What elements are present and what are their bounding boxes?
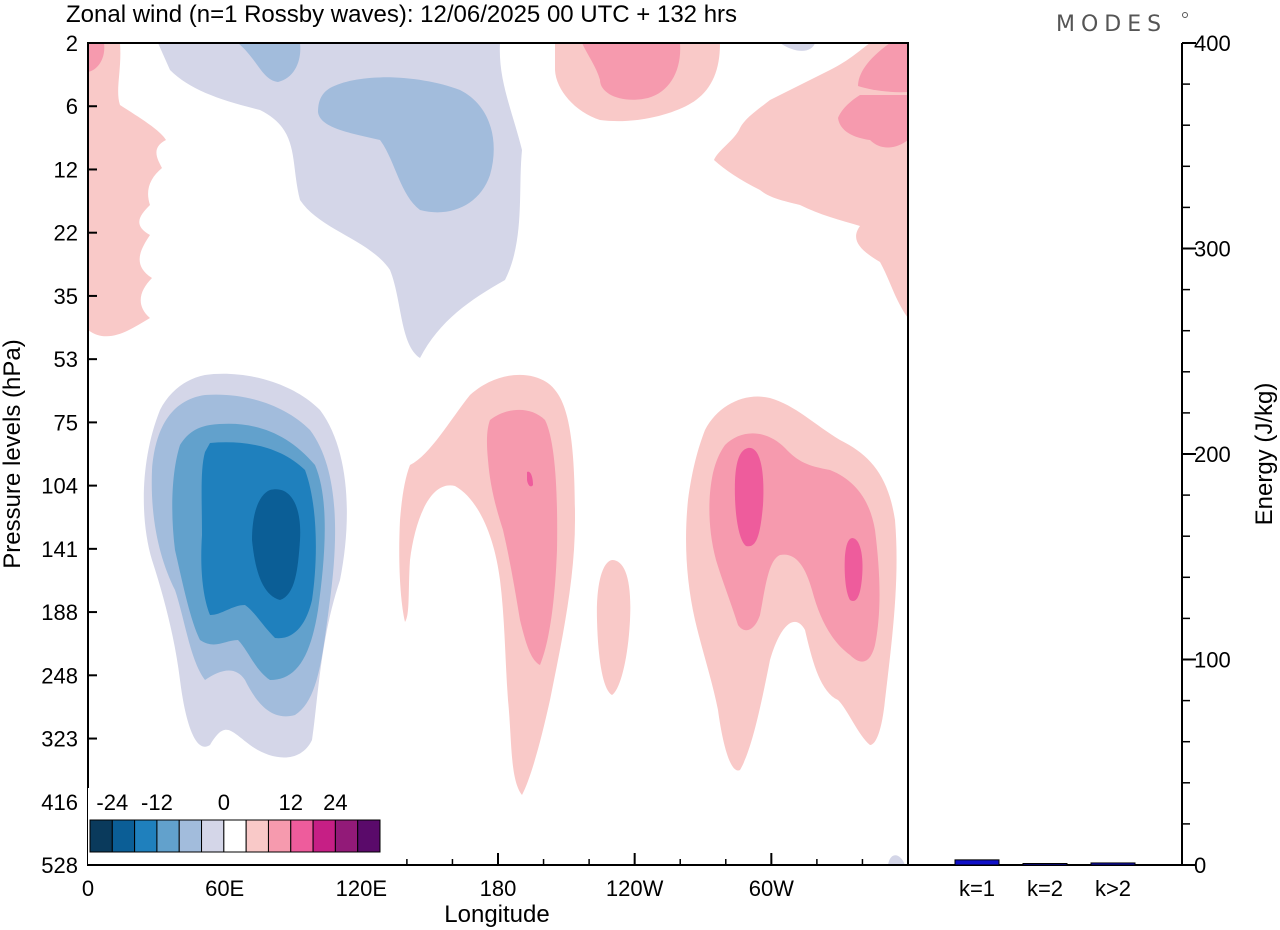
y-tick-label: 188 — [41, 600, 78, 625]
contour-pos6-right-a — [838, 95, 908, 148]
colorbar-label: 12 — [279, 790, 303, 815]
colorbar-swatch — [290, 819, 314, 853]
colorbar-swatch — [201, 819, 225, 853]
brand-logo: MODES — [1056, 12, 1167, 37]
x-tick-label: 0 — [82, 876, 94, 901]
energy-tick-label: 100 — [1194, 648, 1231, 673]
x-tick-label: 60E — [205, 876, 244, 901]
colorbar-legend: -24 -12 0 12 24 — [88, 788, 384, 864]
contour-pos6-left-corner — [88, 43, 105, 72]
contour-neg6-strat-a — [238, 43, 301, 82]
colorbar-swatch — [178, 819, 203, 853]
colorbar-swatch — [111, 819, 136, 853]
contour-neg3-strat-small — [780, 43, 815, 51]
energy-axis-label: Energy (J/kg) — [1251, 383, 1278, 526]
energy-tick-label: 300 — [1194, 237, 1231, 262]
contour-neg24-core — [252, 489, 301, 600]
colorbar-swatch — [223, 819, 247, 853]
y-axis-label: Pressure levels (hPa) — [0, 339, 26, 568]
contour-neg6-strat-b — [318, 77, 494, 213]
y-tick-label: 416 — [41, 790, 78, 815]
colorbar-swatch — [89, 819, 113, 853]
contour-pos3-isolated — [596, 560, 631, 695]
energy-category-label: k=2 — [1027, 876, 1063, 901]
colorbar-label: 24 — [323, 790, 347, 815]
y-tick-label: 22 — [54, 221, 78, 246]
contour-pos6-top-mid — [582, 43, 681, 100]
contour-pos12-60w-a — [734, 447, 764, 547]
x-tick-label: 180 — [480, 876, 517, 901]
energy-tick-label: 400 — [1194, 31, 1231, 56]
y-tick-label: 75 — [54, 410, 78, 435]
energy-category-label: k=1 — [959, 876, 995, 901]
energy-bar — [1022, 863, 1068, 866]
contour-pos3-left-edge — [88, 43, 166, 337]
contour-pos6-right-b — [858, 43, 908, 93]
contour-neg3-bottom — [888, 855, 905, 865]
contour-pos12-60w-b — [844, 538, 863, 601]
x-axis-label: Longitude — [444, 901, 549, 928]
y-axis-right: 0 100 200 300 400 — [1182, 31, 1231, 878]
energy-bars: k=1 k=2 k>2 — [954, 859, 1136, 901]
colorbar-label: 0 — [218, 790, 230, 815]
energy-bar — [1090, 862, 1136, 866]
contour-field — [88, 43, 908, 865]
y-tick-label: 12 — [54, 157, 78, 182]
y-tick-label: 528 — [41, 853, 78, 878]
y-axis-left: 2 6 12 22 35 53 75 104 141 188 248 323 416 528 — [41, 31, 97, 878]
y-tick-label: 35 — [54, 284, 78, 309]
energy-tick-label: 200 — [1194, 442, 1231, 467]
colorbar-swatch — [156, 819, 180, 853]
colorbar-label: -12 — [141, 790, 173, 815]
contour-pos12-dateline — [527, 471, 533, 487]
y-tick-label: 104 — [41, 474, 78, 499]
brand-mark-icon — [1182, 12, 1188, 18]
y-tick-label: 323 — [41, 727, 78, 752]
x-tick-label: 120E — [336, 876, 387, 901]
x-tick-label: 120W — [606, 876, 664, 901]
energy-bar — [954, 859, 1000, 866]
colorbar-swatch — [312, 819, 336, 853]
contour-pos6-dateline — [486, 409, 558, 665]
colorbar-label: -24 — [96, 790, 128, 815]
y-tick-label: 141 — [41, 537, 78, 562]
colorbar-swatch — [245, 819, 269, 853]
colorbar-swatch — [267, 819, 292, 853]
chart-title: Zonal wind (n=1 Rossby waves): 12/06/202… — [66, 1, 737, 28]
x-axis: 0 60E 120E 180 120W 60W — [82, 853, 864, 901]
colorbar-swatch — [134, 819, 158, 853]
y-tick-label: 248 — [41, 663, 78, 688]
y-tick-label: 6 — [66, 94, 78, 119]
x-tick-label: 60W — [749, 876, 794, 901]
colorbar-swatch — [357, 819, 381, 853]
y-tick-label: 53 — [54, 347, 78, 372]
energy-category-label: k>2 — [1095, 876, 1131, 901]
y-tick-label: 2 — [66, 31, 78, 56]
energy-tick-label: 0 — [1194, 853, 1206, 878]
colorbar-swatch — [334, 819, 359, 853]
